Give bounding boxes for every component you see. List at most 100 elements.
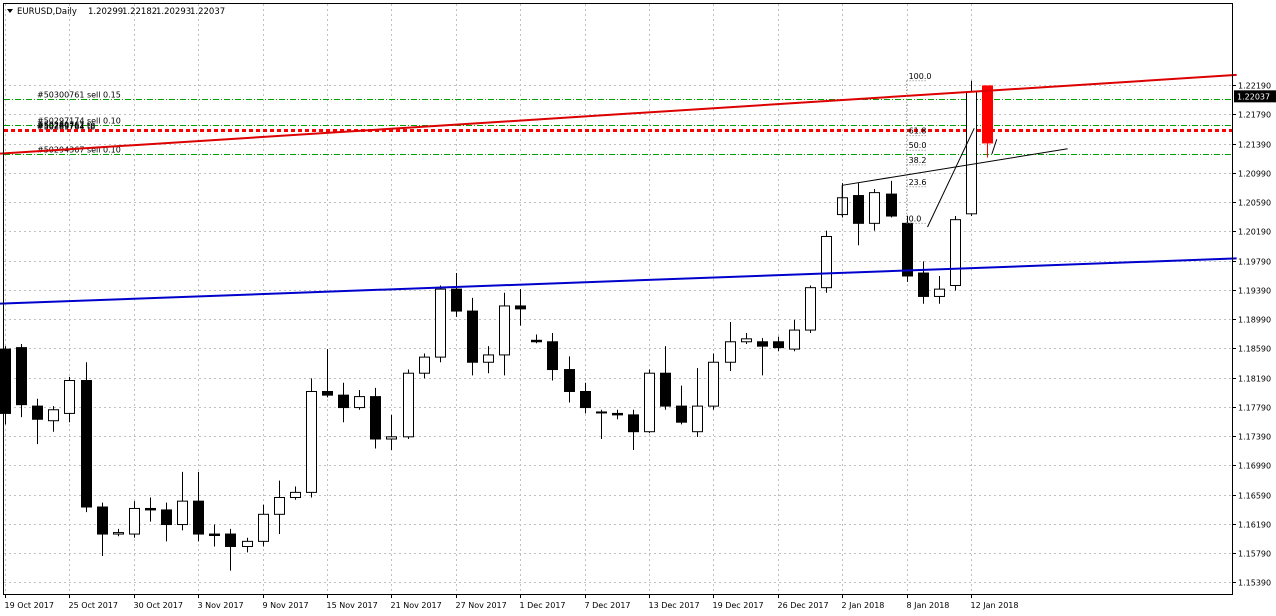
candle-body xyxy=(129,507,140,535)
candle-body xyxy=(209,533,220,537)
candle-body xyxy=(145,507,156,511)
x-tick-label: 12 Jan 2018 xyxy=(971,601,1019,610)
y-tick-label: 1.17790 xyxy=(1238,404,1271,413)
candle-body xyxy=(32,405,43,420)
x-tick-label: 13 Dec 2017 xyxy=(649,601,700,610)
candle-body xyxy=(934,288,945,297)
candle-body xyxy=(81,380,92,508)
candle-body xyxy=(918,272,929,297)
ohlc-open: 1.20299 xyxy=(88,7,123,17)
x-tick-label: 7 Dec 2017 xyxy=(585,601,631,610)
x-tick-label: 19 Dec 2017 xyxy=(713,601,764,610)
y-tick-label: 1.16590 xyxy=(1238,492,1271,501)
chart-header: EURUSD,Daily 1.20299 1.22182 1.20293 1.2… xyxy=(7,7,225,17)
candle-body xyxy=(386,436,397,440)
order-level-label: #50294367 sell 0.10 xyxy=(37,146,121,155)
candle-body xyxy=(628,414,639,433)
order-level-label: #50289764 tp xyxy=(37,123,95,132)
window-menu-icon[interactable] xyxy=(7,9,13,13)
candle-body xyxy=(853,195,864,224)
candle-body xyxy=(773,341,784,349)
fibonacci-level-label: 38.2 xyxy=(909,156,927,165)
candle-body xyxy=(966,91,977,215)
candle-body xyxy=(982,85,993,144)
current-price-label: 1.22037 xyxy=(1237,92,1270,101)
candle-body xyxy=(435,288,446,358)
candle-body xyxy=(821,235,832,289)
candle-body xyxy=(193,500,204,535)
candle-body xyxy=(64,380,75,414)
current-price-marker xyxy=(1234,90,1276,103)
y-tick-label: 1.18190 xyxy=(1238,375,1271,384)
candle-body xyxy=(580,390,591,409)
order-level-label: #50289762 tp xyxy=(37,121,95,130)
y-tick-label: 1.17390 xyxy=(1238,433,1271,442)
chart-title: EURUSD,Daily xyxy=(17,7,77,17)
candle-body xyxy=(0,348,11,414)
order-level-label: #50300761 sell 0.15 xyxy=(37,91,121,100)
candle-body xyxy=(483,354,494,363)
candle-body xyxy=(725,341,736,363)
x-tick-label: 9 Nov 2017 xyxy=(263,601,309,610)
candle-body xyxy=(290,491,301,498)
candle-body xyxy=(515,305,526,310)
candle-body xyxy=(242,540,253,547)
candle-body xyxy=(274,496,285,515)
x-tick-label: 27 Nov 2017 xyxy=(456,601,507,610)
candle-body xyxy=(660,372,671,407)
x-tick-label: 21 Nov 2017 xyxy=(391,601,442,610)
price-axis: 1.22190 1.21790 1.21390 1.20990 1.20590 1.201… xyxy=(1232,82,1276,588)
candle-body xyxy=(757,341,768,347)
candle-body xyxy=(322,390,333,396)
order-level-label: #50297174 sell 0.10 xyxy=(37,117,121,126)
candle-body xyxy=(338,394,349,409)
candle-body xyxy=(225,533,236,547)
candle-body xyxy=(97,506,108,535)
fibonacci-level-label: 100.0 xyxy=(909,72,932,81)
candle-body xyxy=(467,310,478,363)
candle-body xyxy=(886,193,897,217)
trendline xyxy=(927,128,975,228)
fibonacci-level-label: 50.0 xyxy=(909,141,927,150)
y-tick-label: 1.15390 xyxy=(1238,579,1271,588)
candle-body xyxy=(16,347,27,406)
candle-body xyxy=(692,405,703,433)
x-tick-label: 1 Dec 2017 xyxy=(520,601,566,610)
y-tick-label: 1.16990 xyxy=(1238,462,1271,471)
trendline xyxy=(842,148,1068,186)
candle-body xyxy=(902,222,913,277)
trendline xyxy=(991,139,998,155)
candle-body xyxy=(370,396,381,440)
y-tick-label: 1.19390 xyxy=(1238,287,1271,296)
x-tick-label: 19 Oct 2017 xyxy=(5,601,54,610)
y-tick-label: 1.22190 xyxy=(1238,82,1271,91)
candle-body xyxy=(564,369,575,392)
y-tick-label: 1.15790 xyxy=(1238,550,1271,559)
y-tick-label: 1.18590 xyxy=(1238,345,1271,354)
trendline xyxy=(0,257,1237,305)
fibonacci-level-label: 0.0 xyxy=(909,214,922,223)
candle-body xyxy=(676,405,687,423)
time-axis: 19 Oct 2017 25 Oct 2017 30 Oct 2017 3 Nov 2… xyxy=(5,594,1019,610)
candle-body xyxy=(644,372,655,433)
candle-body xyxy=(306,390,317,493)
candle-body xyxy=(403,372,414,438)
trendlines-layer xyxy=(0,73,1237,305)
x-tick-label: 8 Jan 2018 xyxy=(907,601,950,610)
fibonacci-layer: 100.0 61.8 50.0 38.2 23.6 0.0 xyxy=(906,72,932,224)
candle-body xyxy=(177,500,188,526)
ohlc-close: 1.22037 xyxy=(190,7,225,17)
y-tick-label: 1.20990 xyxy=(1238,170,1271,179)
y-tick-label: 1.21790 xyxy=(1238,111,1271,120)
candle-body xyxy=(161,509,172,526)
candle-body xyxy=(48,409,59,422)
candle-body xyxy=(419,356,430,374)
candle-body xyxy=(741,338,752,343)
candle-body xyxy=(708,361,719,407)
candle-body xyxy=(258,513,269,542)
x-tick-label: 3 Nov 2017 xyxy=(198,601,244,610)
fibonacci-level-label: 61.8 xyxy=(909,127,927,136)
candle-body xyxy=(596,411,607,414)
